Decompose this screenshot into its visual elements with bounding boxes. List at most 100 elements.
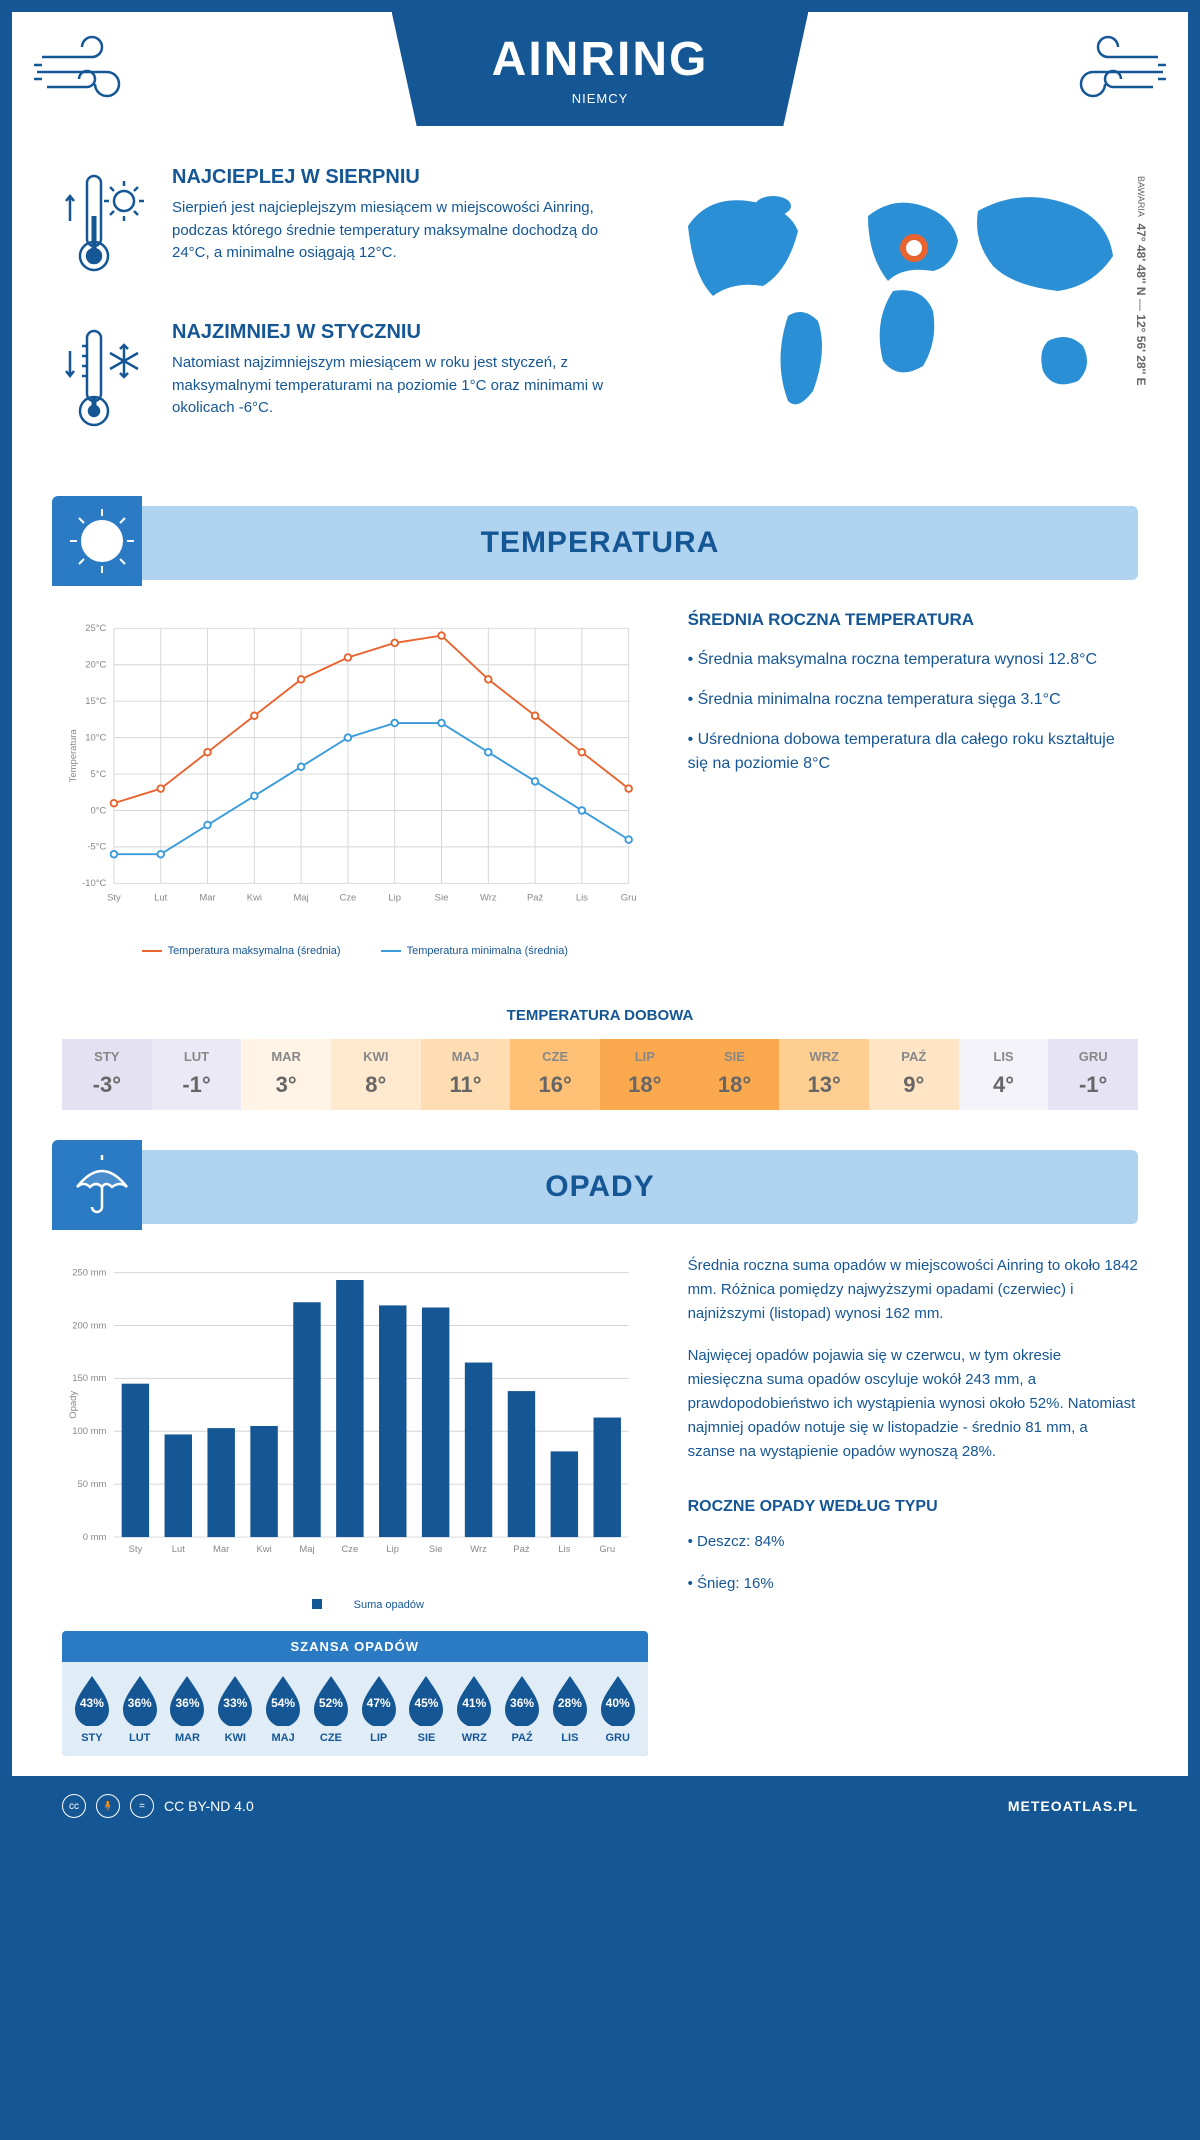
svg-text:Maj: Maj xyxy=(299,1544,314,1555)
svg-text:Wrz: Wrz xyxy=(470,1544,487,1555)
temp-legend: Temperatura maksymalna (średnia) Tempera… xyxy=(62,945,648,957)
svg-text:150 mm: 150 mm xyxy=(72,1373,106,1384)
chance-cell: 54%MAJ xyxy=(259,1674,307,1744)
svg-text:Sty: Sty xyxy=(107,892,121,903)
svg-text:Temperatura: Temperatura xyxy=(68,729,79,783)
svg-text:0 mm: 0 mm xyxy=(83,1532,107,1543)
daily-cell: MAJ11° xyxy=(421,1039,511,1110)
svg-text:-10°C: -10°C xyxy=(82,878,106,889)
thermometer-hot-icon xyxy=(62,166,152,291)
temperature-line-chart: -10°C -5°C 0°C 5°C 10°C 15°C 20°C 25°C Sty Lut Mar… xyxy=(62,610,648,930)
svg-text:Paź: Paź xyxy=(513,1544,530,1555)
svg-text:Lis: Lis xyxy=(558,1544,570,1555)
svg-text:Opady: Opady xyxy=(68,1391,79,1419)
intro-section: NAJCIEPLEJ W SIERPNIU Sierpień jest najc… xyxy=(12,126,1188,506)
warmest-title: NAJCIEPLEJ W SIERPNIU xyxy=(172,166,628,189)
temperature-body: -10°C -5°C 0°C 5°C 10°C 15°C 20°C 25°C Sty Lut Mar… xyxy=(12,610,1188,987)
svg-text:Sie: Sie xyxy=(435,892,449,903)
temperature-header: TEMPERATURA xyxy=(62,506,1138,580)
precip-chance-box: SZANSA OPADÓW 43%STY36%LUT36%MAR33%KWI54… xyxy=(62,1631,648,1756)
world-map-icon xyxy=(658,166,1138,426)
daily-cell: GRU-1° xyxy=(1048,1039,1138,1110)
coldest-title: NAJZIMNIEJ W STYCZNIU xyxy=(172,321,628,344)
svg-text:Sty: Sty xyxy=(129,1544,143,1555)
daily-cell: LUT-1° xyxy=(152,1039,242,1110)
precipitation-bar-chart: 0 mm 50 mm 100 mm 150 mm 200 mm 250 mm Sty Lut M… xyxy=(62,1254,648,1584)
warmest-text: Sierpień jest najcieplejszym miesiącem w… xyxy=(172,197,628,265)
daily-cell: SIE18° xyxy=(690,1039,780,1110)
city-title: AINRING xyxy=(492,32,709,87)
coldest-block: NAJZIMNIEJ W STYCZNIU Natomiast najzimni… xyxy=(62,321,628,446)
daily-cell: MAR3° xyxy=(241,1039,331,1110)
daily-cell: LIP18° xyxy=(600,1039,690,1110)
svg-text:50 mm: 50 mm xyxy=(78,1479,107,1490)
chance-cell: 36%LUT xyxy=(116,1674,164,1744)
svg-text:Cze: Cze xyxy=(341,1544,358,1555)
license-text: CC BY-ND 4.0 xyxy=(164,1798,254,1814)
svg-text:Lip: Lip xyxy=(386,1544,399,1555)
chance-cell: 33%KWI xyxy=(211,1674,259,1744)
coldest-text: Natomiast najzimniejszym miesiącem w rok… xyxy=(172,352,628,420)
svg-text:Lut: Lut xyxy=(172,1544,185,1555)
chance-cell: 52%CZE xyxy=(307,1674,355,1744)
wind-icon xyxy=(1048,32,1168,112)
daily-cell: CZE16° xyxy=(510,1039,600,1110)
precipitation-body: 0 mm 50 mm 100 mm 150 mm 200 mm 250 mm Sty Lut M… xyxy=(12,1254,1188,1776)
svg-text:Cze: Cze xyxy=(340,892,357,903)
page: AINRING NIEMCY xyxy=(12,12,1188,1836)
svg-text:Kwi: Kwi xyxy=(256,1544,271,1555)
section-title: TEMPERATURA xyxy=(62,526,1138,560)
precipitation-header: OPADY xyxy=(62,1150,1138,1224)
svg-text:5°C: 5°C xyxy=(91,769,107,780)
svg-text:Sie: Sie xyxy=(429,1544,443,1555)
umbrella-icon xyxy=(62,1145,142,1225)
by-icon: 🧍 xyxy=(96,1794,120,1818)
chance-cell: 36%MAR xyxy=(164,1674,212,1744)
daily-temp-grid: STY-3°LUT-1°MAR3°KWI8°MAJ11°CZE16°LIP18°… xyxy=(62,1039,1138,1110)
svg-text:Lip: Lip xyxy=(388,892,401,903)
svg-text:15°C: 15°C xyxy=(85,696,106,707)
wind-icon xyxy=(32,32,152,112)
daily-cell: PAŹ9° xyxy=(869,1039,959,1110)
site-name: METEOATLAS.PL xyxy=(1008,1798,1138,1814)
chance-cell: 47%LIP xyxy=(355,1674,403,1744)
svg-text:-5°C: -5°C xyxy=(87,842,106,853)
daily-temp-title: TEMPERATURA DOBOWA xyxy=(12,1007,1188,1024)
svg-text:Lut: Lut xyxy=(154,892,167,903)
svg-text:200 mm: 200 mm xyxy=(72,1320,106,1331)
daily-cell: KWI8° xyxy=(331,1039,421,1110)
coordinates: BAWARIA 47° 48' 48'' N — 12° 56' 28'' E xyxy=(1134,176,1148,386)
svg-text:Gru: Gru xyxy=(621,892,637,903)
svg-text:Mar: Mar xyxy=(213,1544,229,1555)
svg-text:Wrz: Wrz xyxy=(480,892,497,903)
svg-text:Paź: Paź xyxy=(527,892,544,903)
svg-text:100 mm: 100 mm xyxy=(72,1426,106,1437)
svg-text:250 mm: 250 mm xyxy=(72,1267,106,1278)
chance-cell: 28%LIS xyxy=(546,1674,594,1744)
title-banner: AINRING NIEMCY xyxy=(392,12,809,126)
thermometer-cold-icon xyxy=(62,321,152,446)
svg-text:25°C: 25°C xyxy=(85,623,106,634)
daily-cell: STY-3° xyxy=(62,1039,152,1110)
svg-text:Lis: Lis xyxy=(576,892,588,903)
map-block: BAWARIA 47° 48' 48'' N — 12° 56' 28'' E xyxy=(658,166,1138,476)
precip-legend: Suma opadów xyxy=(62,1599,648,1611)
svg-text:20°C: 20°C xyxy=(85,660,106,671)
precipitation-info: Średnia roczna suma opadów w miejscowośc… xyxy=(688,1254,1138,1756)
svg-text:10°C: 10°C xyxy=(85,732,106,743)
cc-icon: cc xyxy=(62,1794,86,1818)
chance-cell: 41%WRZ xyxy=(450,1674,498,1744)
svg-text:Kwi: Kwi xyxy=(247,892,262,903)
svg-text:Mar: Mar xyxy=(199,892,215,903)
chance-cell: 45%SIE xyxy=(403,1674,451,1744)
warmest-block: NAJCIEPLEJ W SIERPNIU Sierpień jest najc… xyxy=(62,166,628,291)
svg-text:Gru: Gru xyxy=(599,1544,615,1555)
section-title: OPADY xyxy=(62,1170,1138,1204)
svg-text:Maj: Maj xyxy=(294,892,309,903)
chance-cell: 40%GRU xyxy=(594,1674,642,1744)
daily-cell: LIS4° xyxy=(959,1039,1049,1110)
footer: cc 🧍 = CC BY-ND 4.0 METEOATLAS.PL xyxy=(12,1776,1188,1836)
temperature-info: ŚREDNIA ROCZNA TEMPERATURA • Średnia mak… xyxy=(688,610,1138,957)
header: AINRING NIEMCY xyxy=(12,12,1188,126)
svg-text:0°C: 0°C xyxy=(91,805,107,816)
